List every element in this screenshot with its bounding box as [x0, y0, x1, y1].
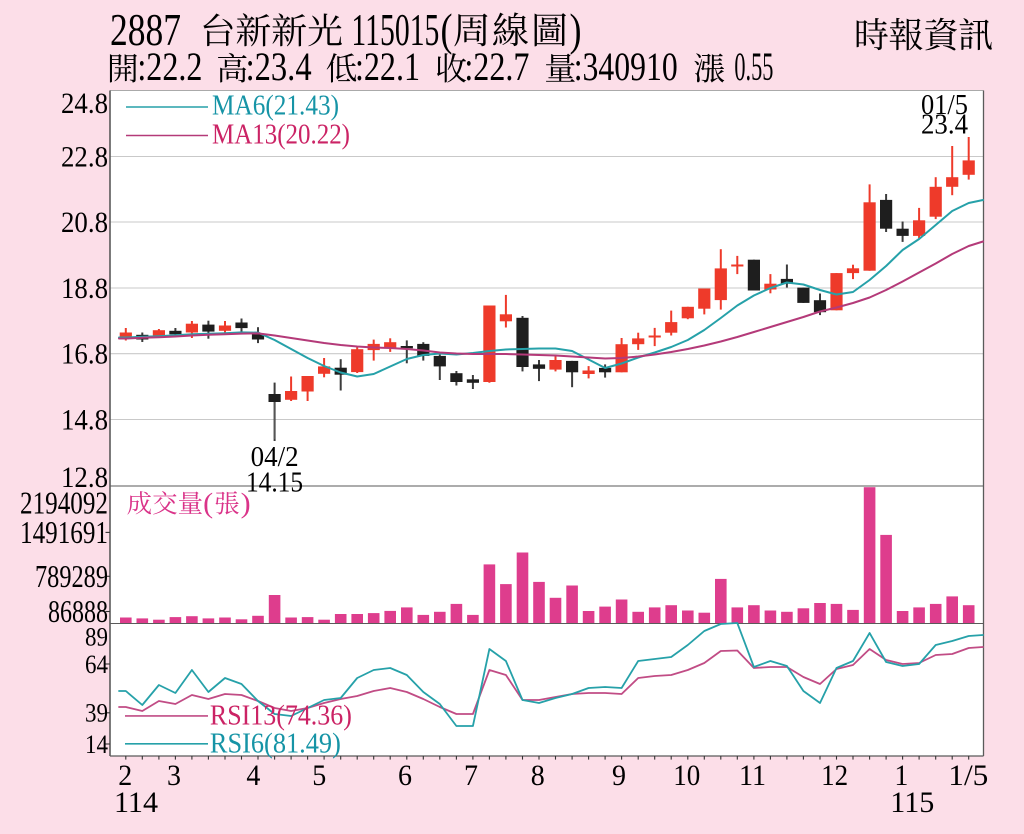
svg-text:64: 64 — [85, 650, 108, 679]
svg-text:1491691: 1491691 — [20, 514, 108, 550]
svg-text:RSI13(74.36): RSI13(74.36) — [210, 700, 352, 732]
svg-text:12: 12 — [821, 759, 848, 792]
svg-text:114: 114 — [114, 786, 158, 819]
svg-text:8: 8 — [531, 759, 545, 792]
svg-text:3: 3 — [167, 759, 181, 792]
svg-text:2194092: 2194092 — [20, 484, 108, 520]
svg-text:RSI6(81.49): RSI6(81.49) — [210, 728, 341, 760]
svg-text:6: 6 — [398, 759, 412, 792]
svg-text:22.8: 22.8 — [61, 142, 108, 174]
svg-text:1/5: 1/5 — [948, 759, 988, 792]
svg-text:86888: 86888 — [48, 593, 108, 629]
svg-text::23.4: :23.4 — [246, 44, 312, 89]
svg-text:01/5: 01/5 — [921, 89, 968, 121]
svg-text::22.1: :22.1 — [355, 44, 420, 89]
svg-text:2: 2 — [118, 759, 132, 792]
svg-text:789289: 789289 — [35, 558, 108, 594]
svg-text:4: 4 — [246, 759, 260, 792]
svg-text:14.15: 14.15 — [246, 467, 303, 499]
svg-text:115: 115 — [890, 786, 934, 819]
svg-text:12.8: 12.8 — [61, 462, 108, 494]
svg-text:89: 89 — [85, 622, 108, 651]
svg-text:20.8: 20.8 — [61, 207, 108, 239]
svg-text:23.4: 23.4 — [921, 109, 968, 141]
svg-text:(: ( — [441, 4, 453, 55]
svg-text:14.8: 14.8 — [61, 405, 108, 437]
svg-text:(: ( — [203, 489, 213, 520]
svg-text:24.8: 24.8 — [61, 88, 108, 120]
svg-text:0.55: 0.55 — [734, 44, 773, 89]
svg-text:115015: 115015 — [351, 4, 439, 55]
svg-text::22.2: :22.2 — [137, 44, 202, 89]
svg-text:14: 14 — [85, 730, 108, 759]
svg-text::340910: :340910 — [574, 44, 678, 89]
svg-text:): ) — [570, 4, 582, 55]
svg-text:18.8: 18.8 — [61, 273, 108, 305]
svg-text:11: 11 — [739, 759, 766, 792]
svg-text:16.8: 16.8 — [61, 339, 108, 371]
svg-text:39: 39 — [85, 699, 108, 728]
svg-text:2887: 2887 — [110, 4, 181, 55]
svg-text:): ) — [241, 489, 251, 520]
svg-text:04/2: 04/2 — [251, 441, 299, 473]
svg-text:7: 7 — [464, 759, 478, 792]
svg-text:10: 10 — [673, 759, 700, 792]
svg-text:MA13(20.22): MA13(20.22) — [212, 119, 350, 151]
svg-text:MA6(21.43): MA6(21.43) — [212, 90, 339, 122]
svg-text::22.7: :22.7 — [464, 44, 529, 89]
svg-text:9: 9 — [612, 759, 626, 792]
svg-text:1: 1 — [894, 759, 908, 792]
svg-text:5: 5 — [312, 759, 326, 792]
